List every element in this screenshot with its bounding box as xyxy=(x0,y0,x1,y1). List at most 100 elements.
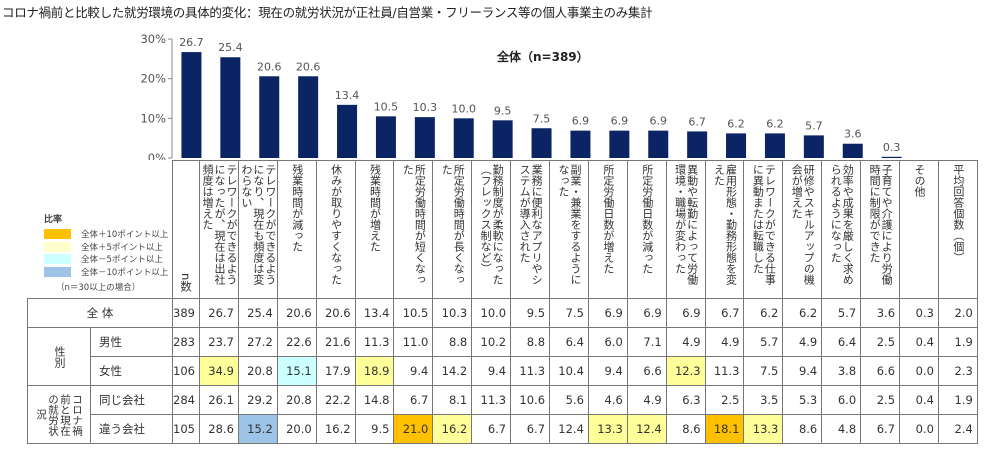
y-tick-label: 10% xyxy=(140,111,166,125)
bar xyxy=(220,57,241,158)
category-header: 休みが取りやすくなった xyxy=(315,160,356,299)
table-row: 違う会社 105 28.6 15.2 20.0 16.2 9.5 21.0 16.2 6.7 6.7… xyxy=(28,414,978,444)
category-label: 雇用形態・勤務形態を変えた xyxy=(712,164,738,285)
bar-chart: 0% 10% 20% 30% 26.7 25.4 20.6 20.6 13.4 10.5 10.3… xyxy=(140,32,902,160)
value-cell: 0.0 xyxy=(899,356,939,386)
bar xyxy=(531,128,552,158)
value-cell: 20.0 xyxy=(276,414,317,444)
table-row: 性別 男性 283 23.7 27.2 22.6 21.6 11.3 11.0 8.8 10.2 8.… xyxy=(27,327,978,386)
value-cell: 12.4 xyxy=(626,414,667,444)
value-cell: 26.1 xyxy=(199,385,239,415)
bar xyxy=(414,117,435,158)
y-axis: 0% 10% 20% 30% xyxy=(140,32,173,160)
value-cell: 22.6 xyxy=(276,327,317,357)
value-cell: 8.6 xyxy=(665,414,706,444)
category-label: 子育てや介護により労働時間に制限ができた xyxy=(868,164,894,285)
group-label: 性別 xyxy=(27,327,91,386)
value-cell: 5.3 xyxy=(782,385,823,415)
value-cell: 7.1 xyxy=(626,327,667,357)
bar-value-label: 25.4 xyxy=(218,41,243,54)
bar xyxy=(648,130,669,158)
y-tick-label: 20% xyxy=(140,72,166,86)
row-label: 女性 xyxy=(90,356,173,386)
value-cell: 10.5 xyxy=(393,298,434,328)
value-cell: 18.1 xyxy=(704,414,745,444)
n-cell: 284 xyxy=(172,385,200,415)
bar-value-label: 10.5 xyxy=(374,100,399,113)
bar-value-label: 20.6 xyxy=(296,60,321,73)
category-header: 残業時間が減った xyxy=(276,160,317,299)
value-cell: 8.1 xyxy=(432,385,473,415)
value-cell: 14.2 xyxy=(432,356,473,386)
value-cell: 20.8 xyxy=(276,385,317,415)
value-cell: 6.6 xyxy=(860,356,901,386)
value-cell: 0.3 xyxy=(899,298,939,328)
category-header: 平均回答個数（個） xyxy=(937,160,978,299)
value-cell: 5.7 xyxy=(821,298,862,328)
category-label: 効率や成果を厳しく求められるようになった xyxy=(829,164,855,285)
bar-value-label: 9.5 xyxy=(494,104,512,117)
category-header: 所定労働日数が減った xyxy=(626,160,667,299)
value-cell: 9.4 xyxy=(393,356,434,386)
value-cell: 6.4 xyxy=(821,327,862,357)
value-cell: 27.2 xyxy=(237,327,278,357)
bar-value-label: 5.7 xyxy=(805,119,823,132)
value-cell: 6.7 xyxy=(704,298,745,328)
bar-value-label: 6.2 xyxy=(766,117,784,130)
chart-title: コロナ禍前と比較した就労環境の具体的変化：現在の就労状況が正社員/自営業・フリー… xyxy=(2,5,653,20)
bar xyxy=(453,118,474,158)
value-cell: 21.6 xyxy=(315,327,356,357)
value-cell: 7.5 xyxy=(549,298,589,328)
category-header: 所定労働時間が長くなった xyxy=(432,160,473,299)
value-cell: 8.8 xyxy=(510,327,551,357)
value-cell: 9.4 xyxy=(587,356,628,386)
value-cell: 6.0 xyxy=(821,385,862,415)
category-header: 残業時間が増えた xyxy=(354,160,395,299)
value-cell: 11.3 xyxy=(354,327,395,357)
category-label: 業務に便利なアプリやシステムが導入された xyxy=(518,164,544,285)
value-cell: 6.0 xyxy=(587,327,628,357)
category-label: 所定労働時間が短くなった xyxy=(401,164,427,285)
value-cell: 4.8 xyxy=(821,414,862,444)
value-cell: 6.9 xyxy=(587,298,628,328)
value-cell: 23.7 xyxy=(199,327,239,357)
category-header: 研修やスキルアップの機会が増えた xyxy=(782,160,823,299)
bar xyxy=(726,133,747,158)
bar xyxy=(609,130,630,158)
value-cell: 8.8 xyxy=(432,327,473,357)
category-header: 所定労働時間が短くなった xyxy=(393,160,434,299)
bar-value-label: 6.9 xyxy=(572,115,590,128)
category-header: 雇用形態・勤務形態を変えた xyxy=(704,160,745,299)
table-header-row: n数 テレワークができるようになったが、現在は出社頻度は増えた テレワークができるよ… xyxy=(27,160,978,299)
value-cell: 2.3 xyxy=(937,356,978,386)
value-cell: 2.4 xyxy=(937,414,978,444)
value-cell: 5.6 xyxy=(549,385,589,415)
value-cell: 12.4 xyxy=(549,414,589,444)
value-cell: 1.9 xyxy=(937,327,978,357)
bar-value-label: 20.6 xyxy=(257,60,282,73)
row-label: 男性 xyxy=(90,327,173,357)
value-cell: 0.4 xyxy=(899,385,939,415)
table-row: コロナ禍前と現在の就労状況 同じ会社 284 26.1 29.2 20.8 22.2 14.8… xyxy=(27,385,978,444)
category-label: 所定労働日数が減った xyxy=(640,164,654,274)
y-tick-label: 0% xyxy=(148,151,166,160)
category-label: 研修やスキルアップの機会が増えた xyxy=(790,164,816,285)
bar xyxy=(570,130,591,158)
value-cell: 13.3 xyxy=(743,414,784,444)
bar-value-label: 3.6 xyxy=(844,128,862,141)
value-cell: 10.6 xyxy=(510,385,551,415)
value-cell: 28.6 xyxy=(199,414,239,444)
value-cell: 6.7 xyxy=(860,414,901,444)
category-label: 副業・兼業をするようになった xyxy=(556,164,582,285)
value-cell: 21.0 xyxy=(393,414,434,444)
value-cell: 10.0 xyxy=(471,298,512,328)
group-label: コロナ禍前と現在の就労状況 xyxy=(27,385,91,444)
category-label: 残業時間が減った xyxy=(290,164,304,252)
n-cell: 106 xyxy=(172,356,200,386)
value-cell: 4.9 xyxy=(782,327,823,357)
value-cell: 9.5 xyxy=(354,414,395,444)
bar-value-label: 13.4 xyxy=(335,89,360,102)
category-label: 平均回答個数（個） xyxy=(951,164,965,263)
value-cell: 8.6 xyxy=(782,414,823,444)
category-label: テレワークができるようになり、現在も頻度は変わらない xyxy=(239,164,277,285)
